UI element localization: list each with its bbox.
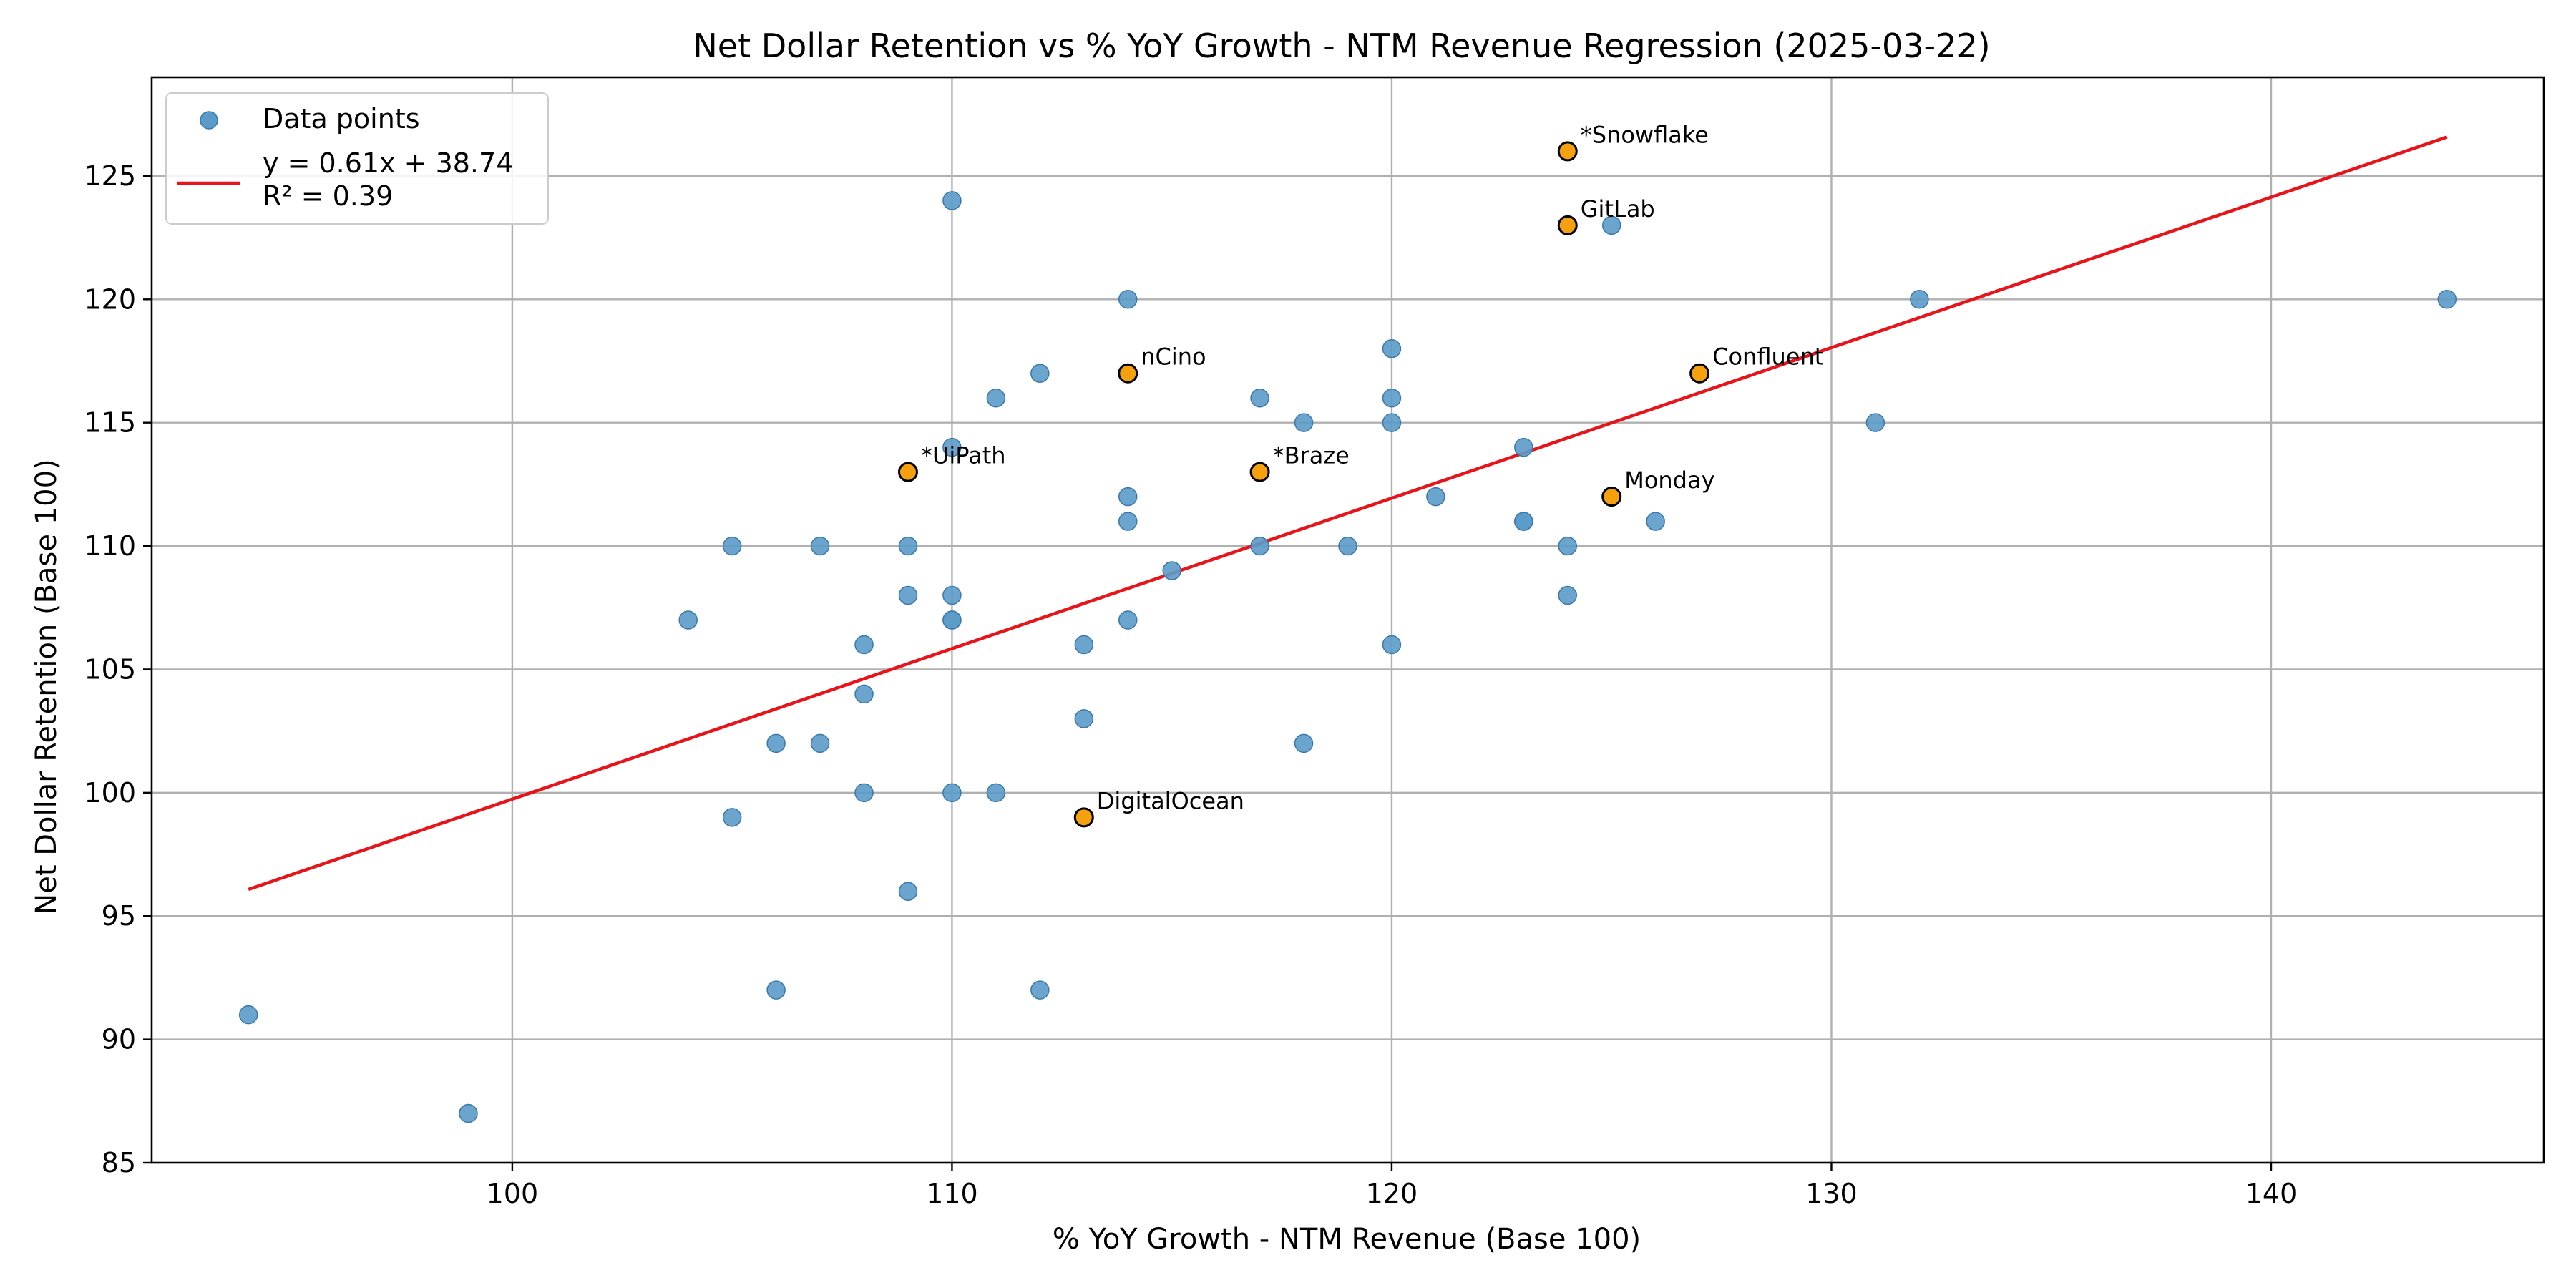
- data-point: [1646, 512, 1665, 531]
- data-point: [1030, 364, 1050, 383]
- point-annotation: *Snowflake: [1581, 121, 1709, 148]
- y-tick-label: 95: [102, 900, 136, 932]
- data-point: [1250, 388, 1269, 408]
- legend-box: [165, 92, 549, 225]
- data-point: [1294, 733, 1314, 753]
- data-point: [766, 980, 786, 1000]
- data-point: [1250, 536, 1269, 556]
- x-tick-label: 140: [2245, 1178, 2298, 1209]
- data-point: [1514, 437, 1533, 457]
- data-point: [1514, 512, 1533, 531]
- y-axis-label: Net Dollar Retention (Base 100): [30, 459, 63, 914]
- data-point: [1558, 536, 1578, 556]
- data-point: [1558, 585, 1578, 605]
- data-point: [1865, 413, 1885, 432]
- data-point: [810, 733, 830, 753]
- data-point: [1118, 487, 1138, 507]
- data-point: [1382, 339, 1402, 358]
- y-tick-label: 100: [84, 777, 136, 809]
- highlighted-point: [1118, 363, 1138, 384]
- point-annotation: Monday: [1624, 467, 1714, 494]
- data-point: [898, 536, 918, 556]
- legend-label-regression-equation: y = 0.61x + 38.74: [263, 147, 513, 179]
- point-annotation: *UiPath: [921, 442, 1006, 469]
- data-point: [766, 733, 786, 753]
- legend-marker-data-points: [200, 111, 218, 130]
- data-point: [1601, 215, 1621, 235]
- data-point: [810, 536, 830, 556]
- point-annotation: nCino: [1141, 343, 1206, 371]
- regression-line: [248, 135, 2448, 892]
- x-tick-label: 130: [1805, 1178, 1858, 1209]
- x-tick-label: 120: [1366, 1178, 1418, 1209]
- legend: Data points y = 0.61x + 38.74 R² = 0.39: [165, 92, 549, 225]
- highlighted-point: [1557, 215, 1578, 235]
- point-annotation: Confluent: [1712, 343, 1823, 371]
- y-tick-label: 120: [84, 283, 136, 315]
- highlighted-point: [1557, 141, 1578, 162]
- highlighted-points-group: *Snowflake GitLab nCino Confluent *UiPath *Br…: [897, 121, 1823, 828]
- legend-label-data-points: Data points: [263, 103, 420, 135]
- y-tick-label: 125: [84, 160, 136, 192]
- data-point: [722, 536, 742, 556]
- y-tick-label: 110: [84, 530, 136, 562]
- x-tick-label: 100: [487, 1178, 539, 1209]
- data-point: [942, 191, 962, 210]
- data-point: [942, 437, 962, 457]
- y-tick-label: 85: [102, 1147, 136, 1179]
- point-annotation: GitLab: [1581, 195, 1655, 223]
- data-point: [1338, 536, 1357, 556]
- data-point: [678, 610, 698, 630]
- data-point: [898, 882, 918, 901]
- y-tick-label: 115: [84, 407, 136, 439]
- data-point: [1294, 413, 1314, 432]
- highlighted-point: [1601, 487, 1622, 507]
- legend-label-r-squared: R² = 0.39: [263, 180, 393, 212]
- point-annotation: DigitalOcean: [1097, 787, 1244, 814]
- y-tick-label: 90: [102, 1024, 136, 1055]
- data-point: [1162, 561, 1181, 580]
- highlighted-point: [897, 462, 918, 482]
- data-point: [854, 684, 874, 704]
- data-point: [1910, 290, 1929, 309]
- data-point: [854, 635, 874, 655]
- highlighted-point: [1073, 807, 1094, 828]
- axis-ticks: 100 110 120 130 140 85 90 95 100 105 110 115 120 125: [84, 160, 2297, 1209]
- data-point: [1382, 635, 1402, 655]
- data-point: [1074, 709, 1094, 728]
- plot-area-frame: [150, 76, 2545, 1164]
- data-point: [1118, 512, 1138, 531]
- highlighted-point: [1249, 462, 1270, 482]
- data-point: [986, 388, 1006, 408]
- regression-line-group: [248, 135, 2448, 892]
- data-point: [986, 783, 1006, 803]
- data-point: [1030, 980, 1050, 1000]
- point-annotation: *Braze: [1273, 442, 1350, 469]
- data-point: [722, 808, 742, 827]
- data-point: [238, 1005, 258, 1025]
- data-point: [1118, 290, 1138, 309]
- data-point: [942, 610, 962, 630]
- highlighted-point: [1689, 363, 1710, 384]
- data-points-group: [238, 191, 2457, 1123]
- data-point: [1074, 635, 1094, 655]
- x-axis-label: % YoY Growth - NTM Revenue (Base 100): [1053, 1223, 1641, 1256]
- data-point: [2437, 290, 2457, 309]
- data-point: [898, 585, 918, 605]
- data-point: [1426, 487, 1445, 507]
- x-tick-label: 110: [926, 1178, 978, 1209]
- data-point: [942, 585, 962, 605]
- data-point: [459, 1103, 478, 1123]
- data-point: [1382, 413, 1402, 432]
- data-point: [942, 783, 962, 803]
- data-point: [854, 783, 874, 803]
- chart-title: Net Dollar Retention vs % YoY Growth - N…: [693, 26, 1990, 65]
- data-point: [1118, 610, 1138, 630]
- data-point: [1382, 388, 1402, 408]
- y-tick-label: 105: [84, 653, 136, 685]
